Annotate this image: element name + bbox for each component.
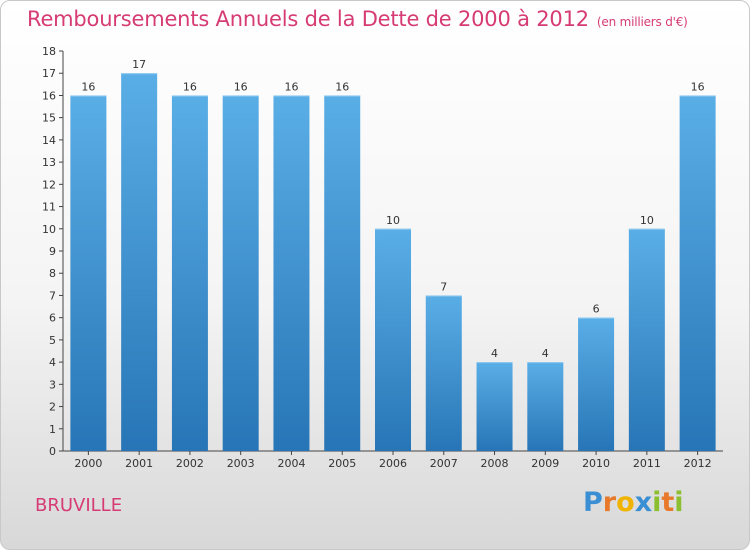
y-tick-label: 6 — [49, 312, 56, 325]
y-tick-label: 16 — [42, 89, 56, 102]
logo-letter: P — [583, 487, 603, 518]
bar — [425, 295, 462, 451]
data-label: 16 — [284, 80, 298, 93]
bar — [171, 95, 208, 451]
logo-letter: i — [652, 487, 662, 518]
y-tick-label: 18 — [42, 45, 56, 58]
y-tick-label: 9 — [49, 245, 56, 258]
logo-letter: i — [674, 487, 684, 518]
x-tick-label: 2011 — [633, 457, 661, 470]
y-tick-label: 7 — [49, 289, 56, 302]
chart-title: Remboursements Annuels de la Dette de 20… — [27, 7, 688, 31]
data-label: 16 — [234, 80, 248, 93]
x-tick-label: 2003 — [227, 457, 255, 470]
bar — [375, 228, 411, 451]
y-tick-label: 15 — [42, 112, 56, 125]
data-label: 16 — [335, 80, 349, 93]
data-label: 16 — [183, 80, 197, 93]
x-tick-label: 2002 — [176, 457, 204, 470]
logo-letter: r — [602, 487, 617, 518]
logo-letter: t — [661, 487, 675, 518]
y-tick-label: 4 — [49, 356, 56, 369]
y-tick-label: 5 — [49, 334, 56, 347]
bars — [70, 73, 716, 451]
data-label: 16 — [81, 80, 95, 93]
y-tick-label: 17 — [42, 67, 56, 80]
y-tick-label: 12 — [42, 178, 56, 191]
logo-letter: o — [616, 487, 635, 518]
place-name: BRUVILLE — [35, 495, 123, 516]
bar — [324, 95, 361, 451]
bar — [222, 95, 259, 451]
chart-unit: (en milliers d'€) — [596, 15, 688, 29]
y-tick-label: 0 — [49, 445, 56, 458]
data-label: 16 — [691, 80, 705, 93]
y-tick-label: 10 — [42, 223, 56, 236]
x-tick-label: 2000 — [74, 457, 102, 470]
data-label: 4 — [491, 347, 498, 360]
x-tick-label: 2005 — [328, 457, 356, 470]
bar — [70, 95, 107, 451]
x-tick-label: 2012 — [684, 457, 712, 470]
x-tick-label: 2009 — [531, 457, 559, 470]
y-tick-label: 14 — [42, 134, 56, 147]
bar — [527, 362, 564, 451]
data-label: 7 — [440, 280, 447, 293]
data-label: 6 — [593, 303, 600, 316]
y-tick-label: 11 — [42, 201, 56, 214]
logo-letter: x — [634, 487, 653, 518]
chart-title-text: Remboursements Annuels de la Dette de 20… — [27, 7, 589, 31]
x-tick-label: 2001 — [125, 457, 153, 470]
y-tick-label: 2 — [49, 401, 56, 414]
bar — [578, 317, 615, 451]
y-tick-label: 13 — [42, 156, 56, 169]
bar — [121, 73, 158, 451]
proxiti-logo: Proxiti — [583, 487, 684, 518]
data-label: 10 — [386, 214, 400, 227]
y-tick-label: 8 — [49, 267, 56, 280]
x-tick-label: 2004 — [277, 457, 305, 470]
bar — [679, 95, 716, 451]
x-tick-label: 2006 — [379, 457, 407, 470]
data-label: 10 — [640, 214, 654, 227]
bar — [273, 95, 310, 451]
y-tick-label: 3 — [49, 378, 56, 391]
x-tick-label: 2010 — [582, 457, 610, 470]
data-label: 4 — [542, 347, 549, 360]
x-tick-label: 2008 — [481, 457, 509, 470]
y-tick-label: 1 — [49, 423, 56, 436]
data-label: 17 — [132, 58, 146, 71]
bar — [628, 228, 665, 451]
x-tick-label: 2007 — [430, 457, 458, 470]
labels: 16 2000 17 2001 16 2002 16 2003 16 2004 16 2005 10 20… — [74, 58, 711, 470]
bar — [476, 362, 513, 451]
